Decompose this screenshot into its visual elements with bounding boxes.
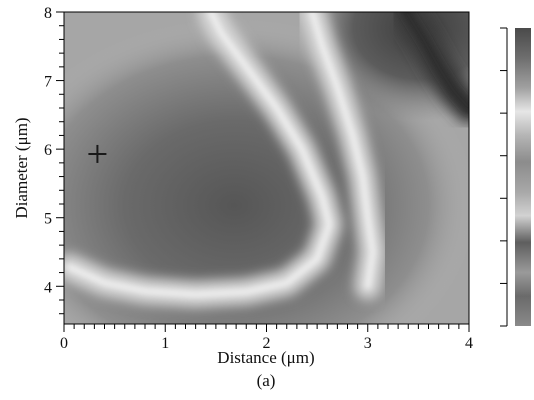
axes: 0 1 2 3 4 4 5 6 7 8 [44, 5, 473, 352]
y-tick-label: 5 [44, 211, 52, 228]
x-tick-label: 2 [263, 335, 271, 352]
x-tick-label: 1 [161, 335, 169, 352]
y-tick-label: 4 [44, 279, 52, 296]
heatmap-contours [64, 12, 469, 308]
marker-cross [88, 144, 107, 163]
y-tick-label: 8 [44, 5, 52, 22]
colorbar-gradient [515, 28, 531, 326]
x-tick-label: 3 [364, 335, 372, 352]
contour-line-0 [66, 12, 332, 297]
y-tick-label: 6 [44, 142, 52, 159]
x-tick-label: 0 [60, 335, 68, 352]
x-tick-label: 4 [465, 335, 473, 352]
y-axis-label: Diameter (μm) [12, 117, 31, 218]
figure-caption: (a) [257, 371, 276, 390]
x-axis-label: Distance (μm) [217, 348, 314, 367]
contour-line-1 [309, 12, 376, 289]
contour-line-2 [401, 12, 469, 113]
heatmap-plot-area [64, 12, 469, 324]
y-tick-label: 7 [44, 74, 52, 91]
colorbar [500, 27, 531, 327]
heatmap-dark-corner [64, 12, 469, 324]
colorbar-ticks [500, 27, 507, 327]
